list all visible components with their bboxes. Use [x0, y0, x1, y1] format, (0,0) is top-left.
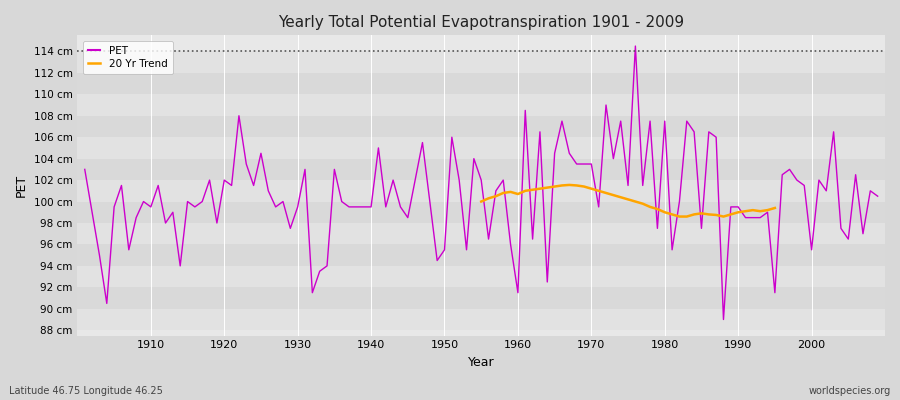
Y-axis label: PET: PET: [15, 174, 28, 197]
Bar: [77, 287, 885, 309]
Text: Latitude 46.75 Longitude 46.25: Latitude 46.75 Longitude 46.25: [9, 386, 163, 396]
Bar: [77, 159, 885, 180]
Bar: [77, 244, 885, 266]
Bar: [77, 116, 885, 137]
Legend: PET, 20 Yr Trend: PET, 20 Yr Trend: [83, 40, 173, 74]
X-axis label: Year: Year: [468, 356, 494, 369]
Bar: [77, 223, 885, 244]
Bar: [77, 309, 885, 330]
Bar: [77, 180, 885, 202]
Bar: [77, 137, 885, 159]
Bar: [77, 94, 885, 116]
Bar: [77, 52, 885, 73]
Title: Yearly Total Potential Evapotranspiration 1901 - 2009: Yearly Total Potential Evapotranspiratio…: [278, 15, 684, 30]
Bar: [77, 202, 885, 223]
Bar: [77, 266, 885, 287]
Bar: [77, 73, 885, 94]
Text: worldspecies.org: worldspecies.org: [809, 386, 891, 396]
